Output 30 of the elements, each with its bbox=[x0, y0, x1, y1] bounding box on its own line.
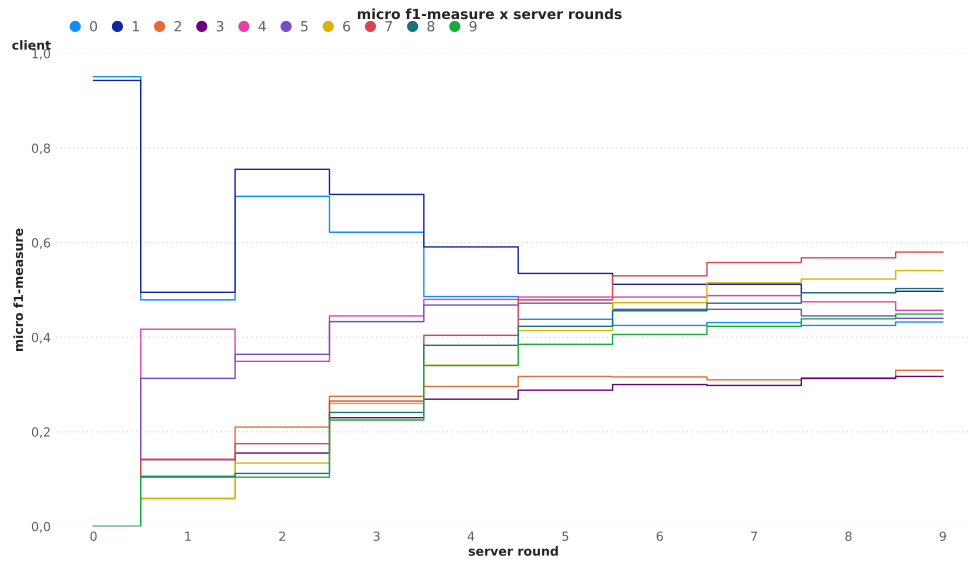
legend-title: client bbox=[12, 40, 51, 50]
x-tick-label: 4 bbox=[468, 532, 474, 541]
y-axis-title: micro f1-measure bbox=[13, 228, 24, 351]
chart-title: micro f1-measure x server rounds bbox=[358, 8, 622, 20]
legend-label: 1 bbox=[132, 21, 139, 32]
legend-label: 4 bbox=[258, 21, 266, 32]
x-tick-label: 6 bbox=[656, 531, 663, 541]
x-tick-label: 3 bbox=[374, 531, 380, 541]
legend-label: 2 bbox=[174, 21, 181, 32]
legend-label: 6 bbox=[343, 21, 350, 32]
legend-label: 8 bbox=[427, 21, 434, 32]
legend-label: 3 bbox=[216, 21, 224, 32]
legend-label: 0 bbox=[90, 21, 98, 32]
x-tick-label: 8 bbox=[845, 531, 852, 541]
y-tick-label: 0,0 bbox=[32, 522, 50, 533]
x-axis-title: server round bbox=[468, 546, 558, 556]
x-tick-label: 0 bbox=[90, 531, 97, 541]
y-tick-label: 1,0 bbox=[32, 48, 50, 60]
y-tick-label: 0,6 bbox=[32, 238, 50, 249]
legend-label: 5 bbox=[301, 21, 308, 32]
legend-label: 9 bbox=[470, 21, 477, 32]
x-tick-label: 5 bbox=[562, 532, 568, 541]
y-tick-label: 0,4 bbox=[32, 332, 50, 344]
y-tick-label: 0,8 bbox=[32, 144, 50, 154]
y-tick-label: 0,2 bbox=[32, 427, 50, 438]
x-tick-label: 1 bbox=[185, 532, 191, 541]
x-tick-label: 2 bbox=[279, 531, 286, 541]
legend-label: 7 bbox=[385, 21, 392, 32]
x-tick-label: 7 bbox=[751, 532, 758, 541]
x-tick-label: 9 bbox=[940, 531, 946, 541]
